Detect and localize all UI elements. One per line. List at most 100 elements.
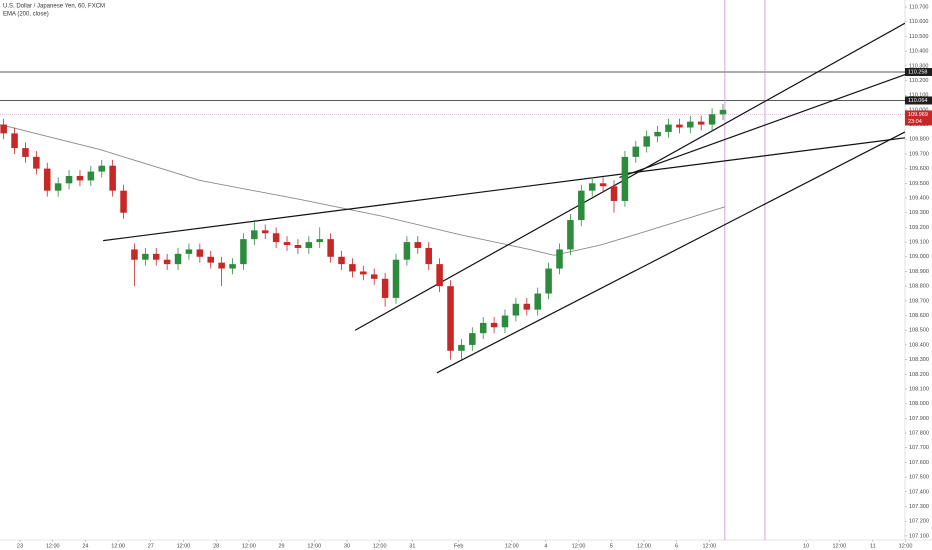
x-tick-label: 12:00 bbox=[307, 543, 321, 549]
candle-body bbox=[294, 245, 302, 248]
y-tick-label: 109.300 bbox=[909, 210, 929, 216]
y-tick-label: 110.700 bbox=[909, 5, 928, 11]
candle-body bbox=[697, 121, 705, 125]
y-tick-label: 110.600 bbox=[909, 19, 928, 25]
x-tick-label: 12:00 bbox=[702, 543, 716, 549]
candle-body bbox=[425, 247, 432, 265]
candle-body bbox=[632, 146, 640, 157]
candle-body bbox=[65, 175, 73, 184]
y-tick-label: 109.700 bbox=[909, 151, 929, 157]
x-tick-label: 12:00 bbox=[832, 543, 846, 549]
y-tick-label: 109.400 bbox=[909, 195, 929, 201]
candle-body bbox=[392, 259, 400, 298]
candle-body bbox=[131, 249, 138, 260]
countdown-label: 23:04 bbox=[908, 119, 922, 125]
candle-body bbox=[370, 274, 378, 279]
y-tick-label: 110.300 bbox=[909, 63, 928, 69]
x-tick-label: 11 bbox=[870, 543, 876, 549]
price-label-box bbox=[905, 67, 932, 76]
candle-body bbox=[33, 156, 40, 169]
candle-body bbox=[687, 121, 694, 128]
plot-area bbox=[0, 0, 905, 540]
candle-body bbox=[556, 249, 563, 269]
y-tick-label: 109.800 bbox=[909, 137, 929, 143]
candle-body bbox=[240, 239, 247, 265]
candle-body bbox=[643, 136, 650, 147]
candle-body bbox=[349, 264, 356, 272]
candle-body bbox=[708, 114, 716, 125]
x-tick-label: 4 bbox=[544, 543, 547, 549]
candle-body bbox=[98, 165, 106, 172]
x-tick-label: 31 bbox=[409, 543, 415, 549]
candle-body bbox=[578, 190, 585, 221]
price-label: 110.258 bbox=[908, 69, 927, 75]
x-tick-label: 30 bbox=[344, 543, 350, 549]
candle-body bbox=[11, 133, 18, 149]
candle-body bbox=[152, 253, 160, 260]
candle-body bbox=[621, 156, 629, 201]
y-tick-label: 107.500 bbox=[909, 475, 929, 481]
candle-body bbox=[76, 175, 84, 181]
candle-body bbox=[261, 230, 269, 234]
candle-body bbox=[490, 322, 498, 328]
y-tick-label: 108.700 bbox=[909, 298, 929, 304]
x-tick-label: 24 bbox=[82, 543, 88, 549]
candle-body bbox=[174, 253, 182, 265]
candle-body bbox=[251, 230, 258, 240]
last-price-box bbox=[905, 110, 932, 126]
candle-body bbox=[0, 124, 7, 134]
y-tick-label: 107.200 bbox=[909, 519, 929, 525]
x-tick-label: 10 bbox=[803, 543, 809, 549]
candle-body bbox=[272, 233, 280, 243]
indicator-label: EMA (200, close) bbox=[3, 12, 49, 18]
candle-body bbox=[414, 242, 422, 248]
trend-line bbox=[103, 137, 905, 242]
y-tick-label: 108.500 bbox=[909, 328, 929, 334]
x-tick-label: 12:00 bbox=[46, 543, 60, 549]
candle-body bbox=[207, 256, 215, 263]
x-tick-label: 5 bbox=[610, 543, 613, 549]
chart-title: U.S. Dollar / Japanese Yen, 60, FXCM bbox=[3, 4, 105, 10]
price-label-box bbox=[905, 96, 932, 105]
y-tick-label: 109.000 bbox=[909, 254, 929, 260]
candle-body bbox=[142, 253, 149, 260]
y-tick-label: 110.500 bbox=[909, 34, 928, 40]
candle-body bbox=[381, 278, 389, 298]
candle-body bbox=[610, 186, 618, 201]
candle-body bbox=[654, 131, 661, 137]
ema-line bbox=[0, 124, 726, 256]
y-tick-label: 107.300 bbox=[909, 504, 929, 510]
candle-body bbox=[338, 256, 345, 265]
y-tick-label: 108.100 bbox=[909, 386, 929, 392]
y-tick-label: 108.400 bbox=[909, 342, 929, 348]
candle-body bbox=[283, 242, 291, 246]
candle-body bbox=[599, 183, 607, 187]
candle-body bbox=[43, 168, 51, 191]
candle-body bbox=[229, 264, 236, 269]
x-tick-label: 29 bbox=[279, 543, 285, 549]
candle-body bbox=[327, 239, 334, 257]
candle-body bbox=[447, 286, 454, 351]
y-tick-label: 108.600 bbox=[909, 313, 929, 319]
candle-body bbox=[719, 109, 727, 115]
candle-body bbox=[185, 249, 193, 254]
y-tick-label: 110.200 bbox=[909, 78, 928, 84]
candle-body bbox=[588, 183, 596, 191]
y-tick-label: 109.200 bbox=[909, 225, 929, 231]
y-tick-label: 110.400 bbox=[909, 49, 928, 55]
y-tick-label: 107.800 bbox=[909, 431, 929, 437]
candle-body bbox=[360, 271, 367, 275]
last-price-label: 109.969 bbox=[908, 112, 928, 118]
trend-line bbox=[354, 22, 905, 331]
y-tick-label: 107.900 bbox=[909, 416, 929, 422]
candle-body bbox=[512, 303, 520, 316]
x-tick-label: 12:00 bbox=[373, 543, 387, 549]
price-label: 110.064 bbox=[908, 98, 927, 104]
trend-line bbox=[619, 74, 905, 179]
x-tick-label: 12:00 bbox=[899, 543, 913, 549]
candle-body bbox=[305, 242, 313, 248]
y-tick-label: 107.700 bbox=[909, 445, 929, 451]
y-tick-label: 108.800 bbox=[909, 284, 929, 290]
candle-body bbox=[545, 268, 552, 294]
